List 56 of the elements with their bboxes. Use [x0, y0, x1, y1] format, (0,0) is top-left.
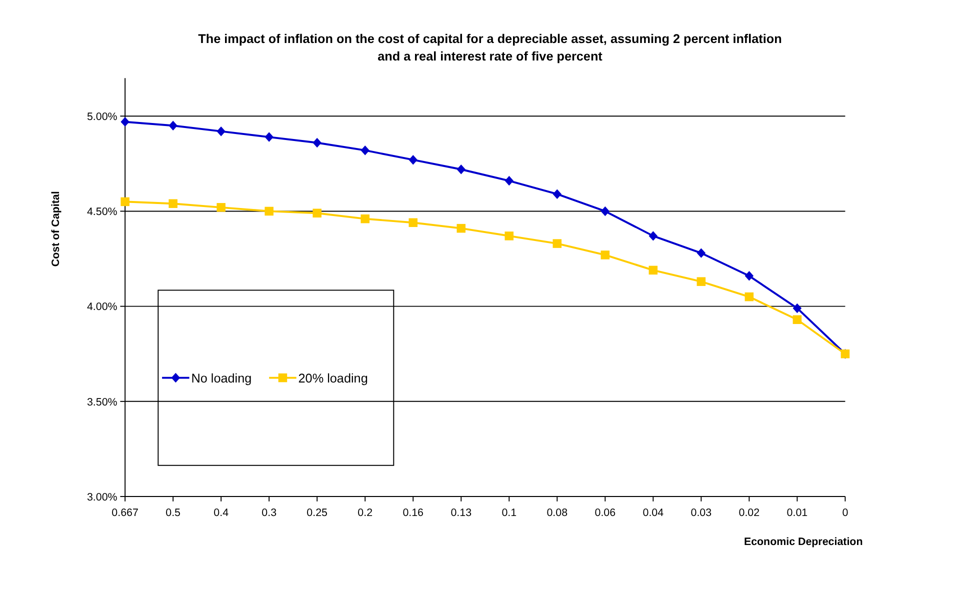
point: [408, 154, 418, 165]
x-tick-label: 0.4: [214, 506, 229, 519]
point: [600, 250, 610, 260]
y-tick-label: 3.50%: [86, 396, 118, 408]
point: [792, 303, 802, 314]
point: [120, 197, 130, 206]
x-tick-label: 0.08: [546, 506, 568, 519]
x-tick-label: 0.25: [306, 506, 328, 519]
x-tick-label: 0.3: [262, 506, 277, 519]
x-tick-label: 0.04: [642, 506, 664, 519]
point: [552, 239, 562, 248]
point: [168, 199, 178, 208]
point: [744, 271, 754, 281]
x-tick-label: 0.03: [690, 506, 712, 519]
x-tick-label: 0.2: [358, 506, 373, 519]
point: [552, 189, 562, 199]
point: [216, 203, 226, 212]
point: [600, 206, 610, 216]
point: [696, 248, 706, 258]
point: [408, 218, 418, 228]
point: [456, 164, 466, 174]
x-tick-label: 0.02: [738, 506, 760, 519]
point: [648, 231, 658, 241]
x-tick-label: 0.13: [450, 506, 472, 519]
x-tick-label: 0: [842, 506, 848, 519]
point: [264, 206, 274, 216]
y-tick-label: 4.50%: [86, 206, 118, 218]
x-tick-label: 0.01: [786, 506, 808, 519]
point: [360, 145, 370, 156]
y-tick-label: 5.00%: [86, 111, 118, 123]
point: [648, 266, 658, 275]
y-tick-label: 4.00%: [86, 301, 118, 314]
point: [744, 292, 754, 302]
point: [216, 126, 226, 136]
x-tick-label: 0.16: [402, 506, 424, 519]
point: [504, 232, 514, 240]
x-tick-label: 0.5: [166, 506, 181, 519]
legend-label: No loading: [191, 372, 252, 386]
x-axis-title: Economic Depreciation: [744, 536, 863, 548]
point: [456, 224, 466, 233]
x-tick-label: 0.667: [112, 506, 138, 519]
point: [120, 116, 130, 127]
y-tick-label: 3.00%: [86, 491, 118, 504]
x-tick-label: 0.06: [594, 506, 616, 519]
point: [312, 208, 322, 218]
legend-label: 20% loading: [298, 372, 368, 386]
point: [264, 132, 274, 142]
y-axis-title: Cost of Capital: [50, 191, 62, 267]
point: [504, 176, 514, 186]
point: [696, 277, 706, 286]
point: [312, 138, 322, 148]
point: [168, 120, 178, 130]
chart-title: The impact of inflation on the cost of capital for a depreciable asset, assuming 2 percent inflation and a real interest rate of five percent: [198, 32, 782, 64]
point: [792, 315, 802, 324]
x-tick-label: 0.1: [502, 506, 517, 519]
point: [360, 214, 370, 224]
